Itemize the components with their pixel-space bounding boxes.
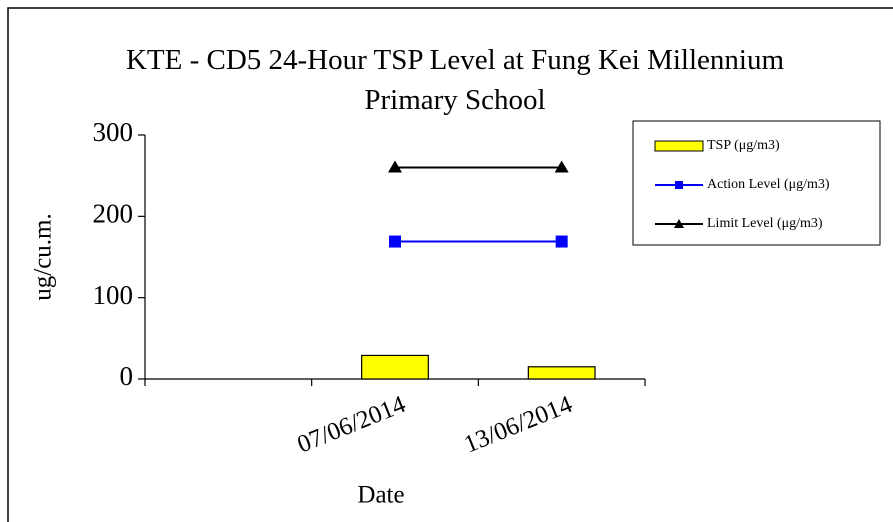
legend-label: TSP (μg/m3)	[707, 138, 780, 153]
legend-label: Action Level (μg/m3)	[707, 177, 830, 192]
line-marker	[388, 160, 402, 173]
y-tick-label: 300	[93, 117, 134, 147]
line-marker	[555, 235, 568, 248]
chart-frame	[7, 7, 893, 522]
x-axis-label: Date	[357, 482, 404, 509]
y-tick-label: 100	[93, 280, 134, 310]
legend-marker	[675, 181, 683, 189]
line-marker	[554, 160, 569, 173]
y-axis-label: ug/cu.m.	[30, 213, 57, 301]
legend-label: Limit Level (μg/m3)	[707, 216, 823, 231]
legend-swatch	[654, 140, 704, 152]
bar	[361, 354, 429, 380]
bar	[527, 366, 596, 380]
chart-title: KTE - CD5 24-Hour TSP Level at Fung Kei …	[125, 44, 785, 116]
legend-marker	[674, 219, 684, 228]
y-tick-label: 200	[93, 199, 134, 229]
line-marker	[389, 235, 401, 248]
y-tick-label: 0	[120, 361, 134, 391]
